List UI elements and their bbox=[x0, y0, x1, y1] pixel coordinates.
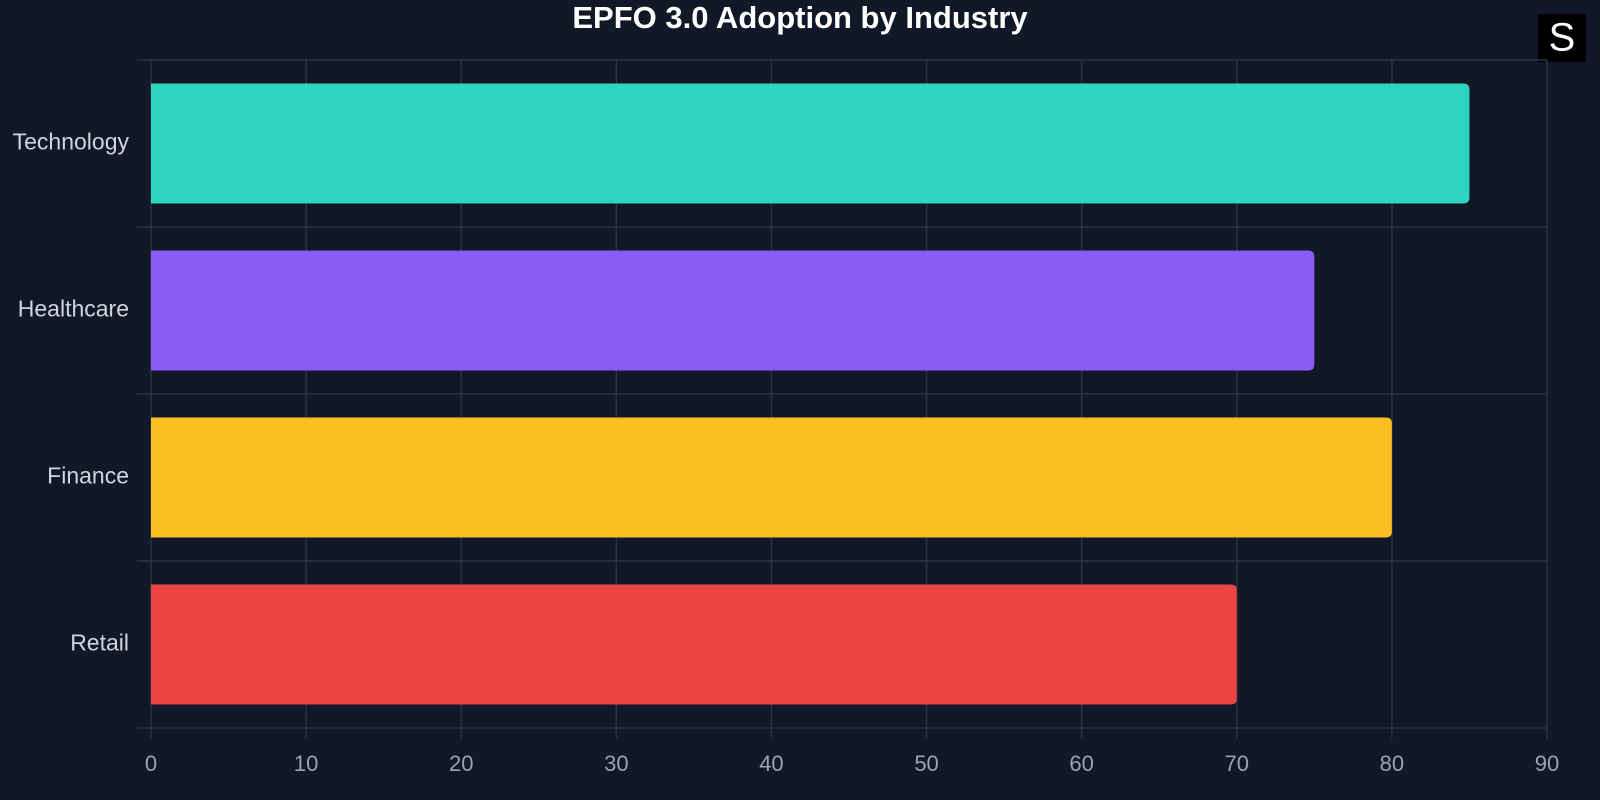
logo-box bbox=[1538, 14, 1586, 62]
plot: 0 10 20 30 40 50 60 70 80 90 Technology Healthcare F… bbox=[13, 59, 1559, 776]
y-tick-label: Finance bbox=[47, 463, 129, 489]
x-tick-label: 80 bbox=[1380, 751, 1404, 776]
bar bbox=[151, 417, 1392, 538]
x-tick-label: 50 bbox=[914, 751, 938, 776]
y-tick-label: Healthcare bbox=[18, 296, 129, 322]
bar bbox=[151, 83, 1470, 204]
x-tick-label: 60 bbox=[1069, 751, 1093, 776]
x-tick-label: 40 bbox=[759, 751, 783, 776]
y-tick-label: Technology bbox=[13, 129, 130, 155]
y-tick-label: Retail bbox=[70, 630, 129, 656]
x-tick-label: 70 bbox=[1225, 751, 1249, 776]
bar bbox=[151, 584, 1237, 705]
x-tick-label: 90 bbox=[1535, 751, 1559, 776]
x-tick-label: 20 bbox=[449, 751, 473, 776]
x-tick-label: 0 bbox=[145, 751, 157, 776]
chart-title: EPFO 3.0 Adoption by Industry bbox=[572, 0, 1028, 35]
x-tick-label: 30 bbox=[604, 751, 628, 776]
logo: S bbox=[1549, 16, 1576, 60]
x-tick-label: 10 bbox=[294, 751, 318, 776]
bar bbox=[151, 250, 1315, 371]
